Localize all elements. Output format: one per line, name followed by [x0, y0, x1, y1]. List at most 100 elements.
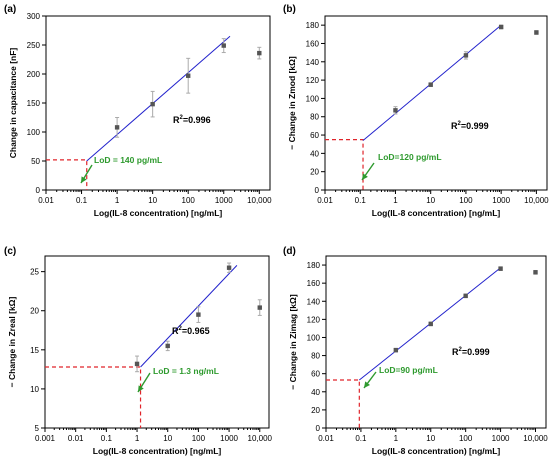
x-axis-title: Log(IL-8 concentration) [ng/mL] — [94, 208, 223, 218]
chart-panel-d: (d) 0.01 0.1 1 10 100 1000 10,000 0 20 40 60 80 100 12… — [283, 246, 548, 456]
x-tick-label: 1 — [115, 196, 120, 205]
data-point — [498, 266, 503, 271]
lod-label: LoD=90 pg/mL — [379, 365, 438, 375]
lod-arrow-head — [362, 173, 368, 180]
lod-arrow-head — [81, 176, 87, 183]
y-tick-label: 160 — [306, 39, 320, 48]
data-point — [226, 265, 232, 270]
x-tick-label: 1 — [394, 434, 399, 443]
y-tick-label: 0 — [36, 186, 41, 195]
x-tick-label: 1000 — [492, 434, 510, 443]
r2-value: =0.965 — [182, 326, 210, 336]
panel-label: (a) — [4, 4, 16, 15]
y-tick-label: 300 — [27, 12, 41, 21]
y-tick-label: 40 — [311, 388, 320, 397]
panel-label: (b) — [283, 4, 296, 15]
lod-label: LoD = 1.3 ng/mL — [153, 366, 219, 376]
y-tick-label: 15 — [30, 346, 39, 355]
x-tick-label: 0.1 — [355, 196, 367, 205]
data-point — [114, 125, 120, 130]
y-tick-label: 0 — [316, 424, 321, 433]
y-tick-label: 140 — [306, 58, 320, 67]
r2-value: =0.999 — [462, 347, 490, 357]
lod-guide-line — [325, 139, 364, 190]
plot-frame — [44, 255, 270, 429]
chart-panel-b: (b) 0.01 0.1 1 10 100 1000 10,000 0 20 40 60 80 100 12… — [283, 4, 549, 218]
y-tick-label: 5 — [35, 424, 40, 433]
data-point — [463, 53, 469, 58]
data-point — [534, 30, 539, 35]
y-tick-label: 60 — [311, 370, 320, 379]
y-axis-title: Change in capacitance [nF] — [8, 48, 18, 159]
panel-label: (d) — [283, 246, 296, 257]
data-point — [428, 321, 433, 327]
y-tick-label: 80 — [311, 352, 320, 361]
x-tick-label: 0.1 — [355, 434, 367, 443]
y-tick-label: 160 — [307, 279, 321, 288]
x-tick-label: 10 — [426, 434, 435, 443]
lod-guide-line — [326, 379, 360, 428]
data-point — [257, 305, 262, 310]
x-tick-label: 10,000 — [247, 196, 272, 205]
y-tick-label: 250 — [27, 41, 41, 50]
data-point — [428, 82, 433, 87]
x-tick-label: 10,000 — [523, 434, 548, 443]
y-axis-title: − Change in Zmod [kΩ] — [287, 56, 297, 150]
x-tick-label: 10 — [163, 434, 172, 443]
lod-guide-line — [45, 366, 142, 428]
x-tick-label: 100 — [192, 434, 206, 443]
y-tick-label: 50 — [31, 157, 40, 166]
fit-line — [86, 35, 231, 162]
fit-line — [140, 265, 238, 368]
x-tick-label: 100 — [459, 196, 473, 205]
lod-label: LoD=120 pg/mL — [378, 152, 442, 162]
y-axis-title: − Change in Zreal [kΩ] — [7, 297, 17, 388]
y-tick-label: 120 — [307, 315, 321, 324]
x-tick-label: 1000 — [215, 196, 233, 205]
y-tick-label: 180 — [307, 261, 321, 270]
plot-frame — [324, 15, 548, 191]
x-tick-label: 1000 — [492, 196, 510, 205]
r2-base: R — [173, 115, 180, 125]
y-tick-label: 0 — [315, 186, 320, 195]
data-point — [257, 50, 262, 56]
x-tick-label: 10,000 — [248, 434, 273, 443]
y-axis-title: − Change in Zimag [kΩ] — [288, 294, 298, 390]
x-tick-label: 10 — [426, 196, 435, 205]
data-point — [150, 101, 155, 107]
data-point — [498, 24, 504, 30]
y-tick-label: 20 — [30, 307, 39, 316]
y-tick-label: 60 — [310, 131, 319, 140]
data-point — [221, 43, 226, 48]
x-axis-title: Log(IL-8 concentration) [ng/mL] — [93, 446, 222, 456]
y-tick-label: 100 — [306, 94, 320, 103]
x-tick-label: 1 — [393, 196, 398, 205]
y-tick-label: 150 — [27, 99, 41, 108]
x-tick-label: 100 — [182, 196, 196, 205]
r2-annotation: R2=0.965 — [172, 326, 210, 336]
r2-superscript: 2 — [180, 115, 184, 121]
x-tick-label: 0.001 — [35, 434, 56, 443]
data-point — [393, 108, 398, 113]
chart-panel-c: (c) 0.001 0.01 0.1 1 10 100 1000 10,000 5 10 15 20 25… — [4, 246, 273, 456]
x-tick-label: 100 — [459, 434, 473, 443]
y-tick-label: 140 — [307, 297, 321, 306]
r2-annotation: R2=0.999 — [452, 347, 490, 357]
y-tick-label: 10 — [30, 385, 39, 394]
x-tick-label: 0.1 — [76, 196, 88, 205]
x-tick-label: 0.01 — [68, 434, 84, 443]
y-tick-label: 200 — [27, 70, 41, 79]
x-tick-label: 1000 — [220, 434, 238, 443]
lod-label: LoD = 140 pg/mL — [94, 155, 162, 165]
data-point — [393, 347, 399, 353]
chart-panel-a: (a) 0.01 0.1 1 10 100 1000 10,000 0 50 100 150 200 25… — [4, 4, 272, 218]
x-tick-label: 10 — [148, 196, 157, 205]
x-tick-label: 0.01 — [38, 196, 54, 205]
y-tick-label: 100 — [307, 333, 321, 342]
data-point — [134, 361, 140, 367]
plot-frame — [325, 255, 547, 429]
r2-value: =0.999 — [461, 121, 489, 131]
r2-annotation: R2=0.996 — [173, 115, 211, 125]
lod-arrow-head — [364, 381, 370, 388]
